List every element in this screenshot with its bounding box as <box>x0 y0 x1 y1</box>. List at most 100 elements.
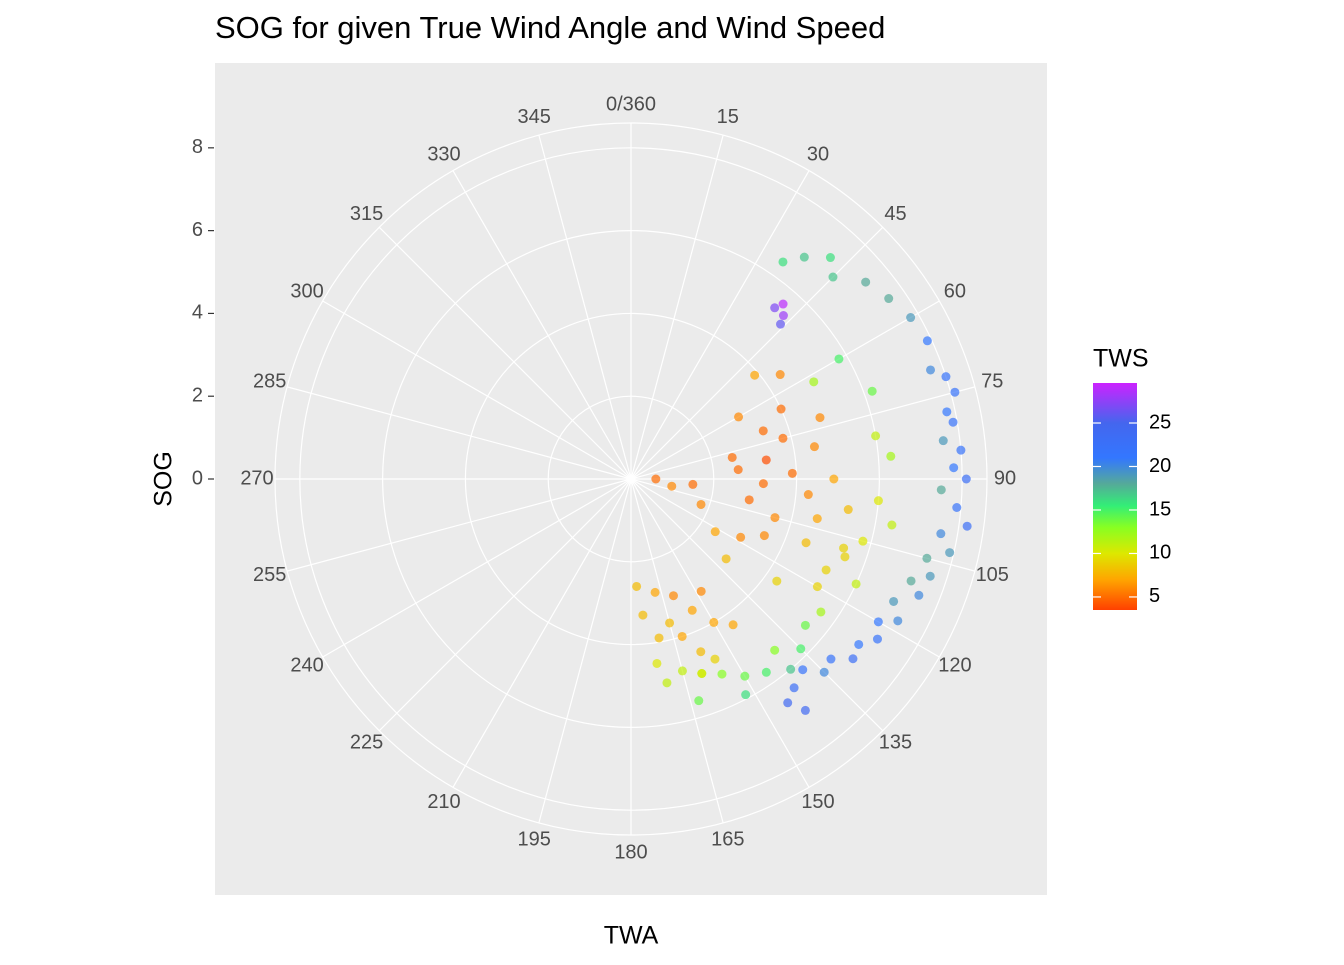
point <box>950 387 960 397</box>
point <box>696 499 706 509</box>
point <box>952 503 962 513</box>
theta-tick-label: 240 <box>290 654 323 676</box>
point <box>848 654 858 664</box>
theta-tick-label: 105 <box>976 564 1009 586</box>
grid-spoke <box>630 478 724 824</box>
theta-tick-label: 300 <box>290 280 323 302</box>
point <box>828 272 838 282</box>
theta-tick-label: 210 <box>427 791 460 813</box>
grid-spoke <box>630 478 940 658</box>
point <box>772 576 782 586</box>
point <box>826 654 836 664</box>
point <box>717 669 727 679</box>
point <box>798 665 808 675</box>
point <box>819 667 829 677</box>
point <box>783 698 793 708</box>
y-axis-label: SOG <box>150 451 178 507</box>
grid-spoke <box>630 478 810 788</box>
point <box>886 451 896 461</box>
theta-tick-label: 45 <box>884 203 906 225</box>
point <box>799 252 809 262</box>
y-tick-label: 4 <box>192 302 203 324</box>
x-axis-label: TWA <box>604 922 659 950</box>
point <box>667 481 677 491</box>
legend-tick-label: 5 <box>1149 585 1160 607</box>
theta-tick-label: 90 <box>994 467 1016 489</box>
point <box>728 620 738 630</box>
theta-tick-label: 120 <box>938 654 971 676</box>
point <box>812 582 822 592</box>
grid-spoke <box>378 478 632 732</box>
point <box>750 370 760 380</box>
point <box>906 313 916 323</box>
grid-spoke <box>630 134 724 480</box>
theta-tick-label: 255 <box>253 564 286 586</box>
point <box>961 474 971 484</box>
point <box>786 664 796 674</box>
point <box>801 538 811 548</box>
point <box>949 463 959 473</box>
point <box>696 647 706 657</box>
point <box>741 690 751 700</box>
point <box>778 311 788 321</box>
point <box>941 372 951 382</box>
legend-colorbar <box>1093 383 1137 610</box>
point <box>778 433 788 443</box>
point <box>926 365 936 375</box>
point <box>770 303 780 313</box>
point <box>761 667 771 677</box>
grid-spoke <box>630 478 884 732</box>
point <box>759 531 769 541</box>
point <box>651 474 661 484</box>
theta-tick-label: 285 <box>253 370 286 392</box>
legend-tick-label: 10 <box>1149 542 1171 564</box>
point <box>734 412 744 422</box>
point <box>796 644 806 654</box>
theta-tick-label: 345 <box>518 106 551 128</box>
point <box>925 571 935 581</box>
grid-spoke <box>452 478 632 788</box>
point <box>775 370 785 380</box>
point <box>871 431 881 441</box>
point <box>922 553 932 563</box>
grid-spoke <box>378 226 632 480</box>
grid-spoke <box>286 386 632 480</box>
point <box>650 587 660 597</box>
point <box>812 514 822 524</box>
theta-tick-label: 150 <box>801 791 834 813</box>
point <box>710 527 720 537</box>
point <box>825 253 835 263</box>
point <box>803 490 813 500</box>
legend-tick-label: 25 <box>1149 411 1171 433</box>
point <box>727 452 737 462</box>
grid-spoke <box>630 386 976 480</box>
point <box>744 495 754 505</box>
theta-tick-label: 330 <box>427 143 460 165</box>
point <box>906 576 916 586</box>
point <box>956 445 966 455</box>
point <box>721 554 731 564</box>
theta-tick-label: 135 <box>879 732 912 754</box>
point <box>736 532 746 542</box>
theta-tick-label: 225 <box>350 732 383 754</box>
grid-spoke <box>452 170 632 480</box>
point <box>945 548 955 558</box>
legend-tick-label: 20 <box>1149 455 1171 477</box>
point <box>809 442 819 452</box>
theta-tick-label: 60 <box>944 280 966 302</box>
point <box>697 668 707 678</box>
point <box>776 319 786 329</box>
theta-tick-label: 75 <box>981 370 1003 392</box>
point <box>632 581 642 591</box>
y-tick-label: 8 <box>192 136 203 158</box>
grid-spoke <box>538 478 632 824</box>
point <box>800 705 810 715</box>
point <box>761 455 771 465</box>
point <box>758 426 768 436</box>
point <box>839 543 849 553</box>
point <box>873 617 883 627</box>
point <box>936 529 946 539</box>
grid-spoke <box>322 300 632 480</box>
point <box>687 605 697 615</box>
